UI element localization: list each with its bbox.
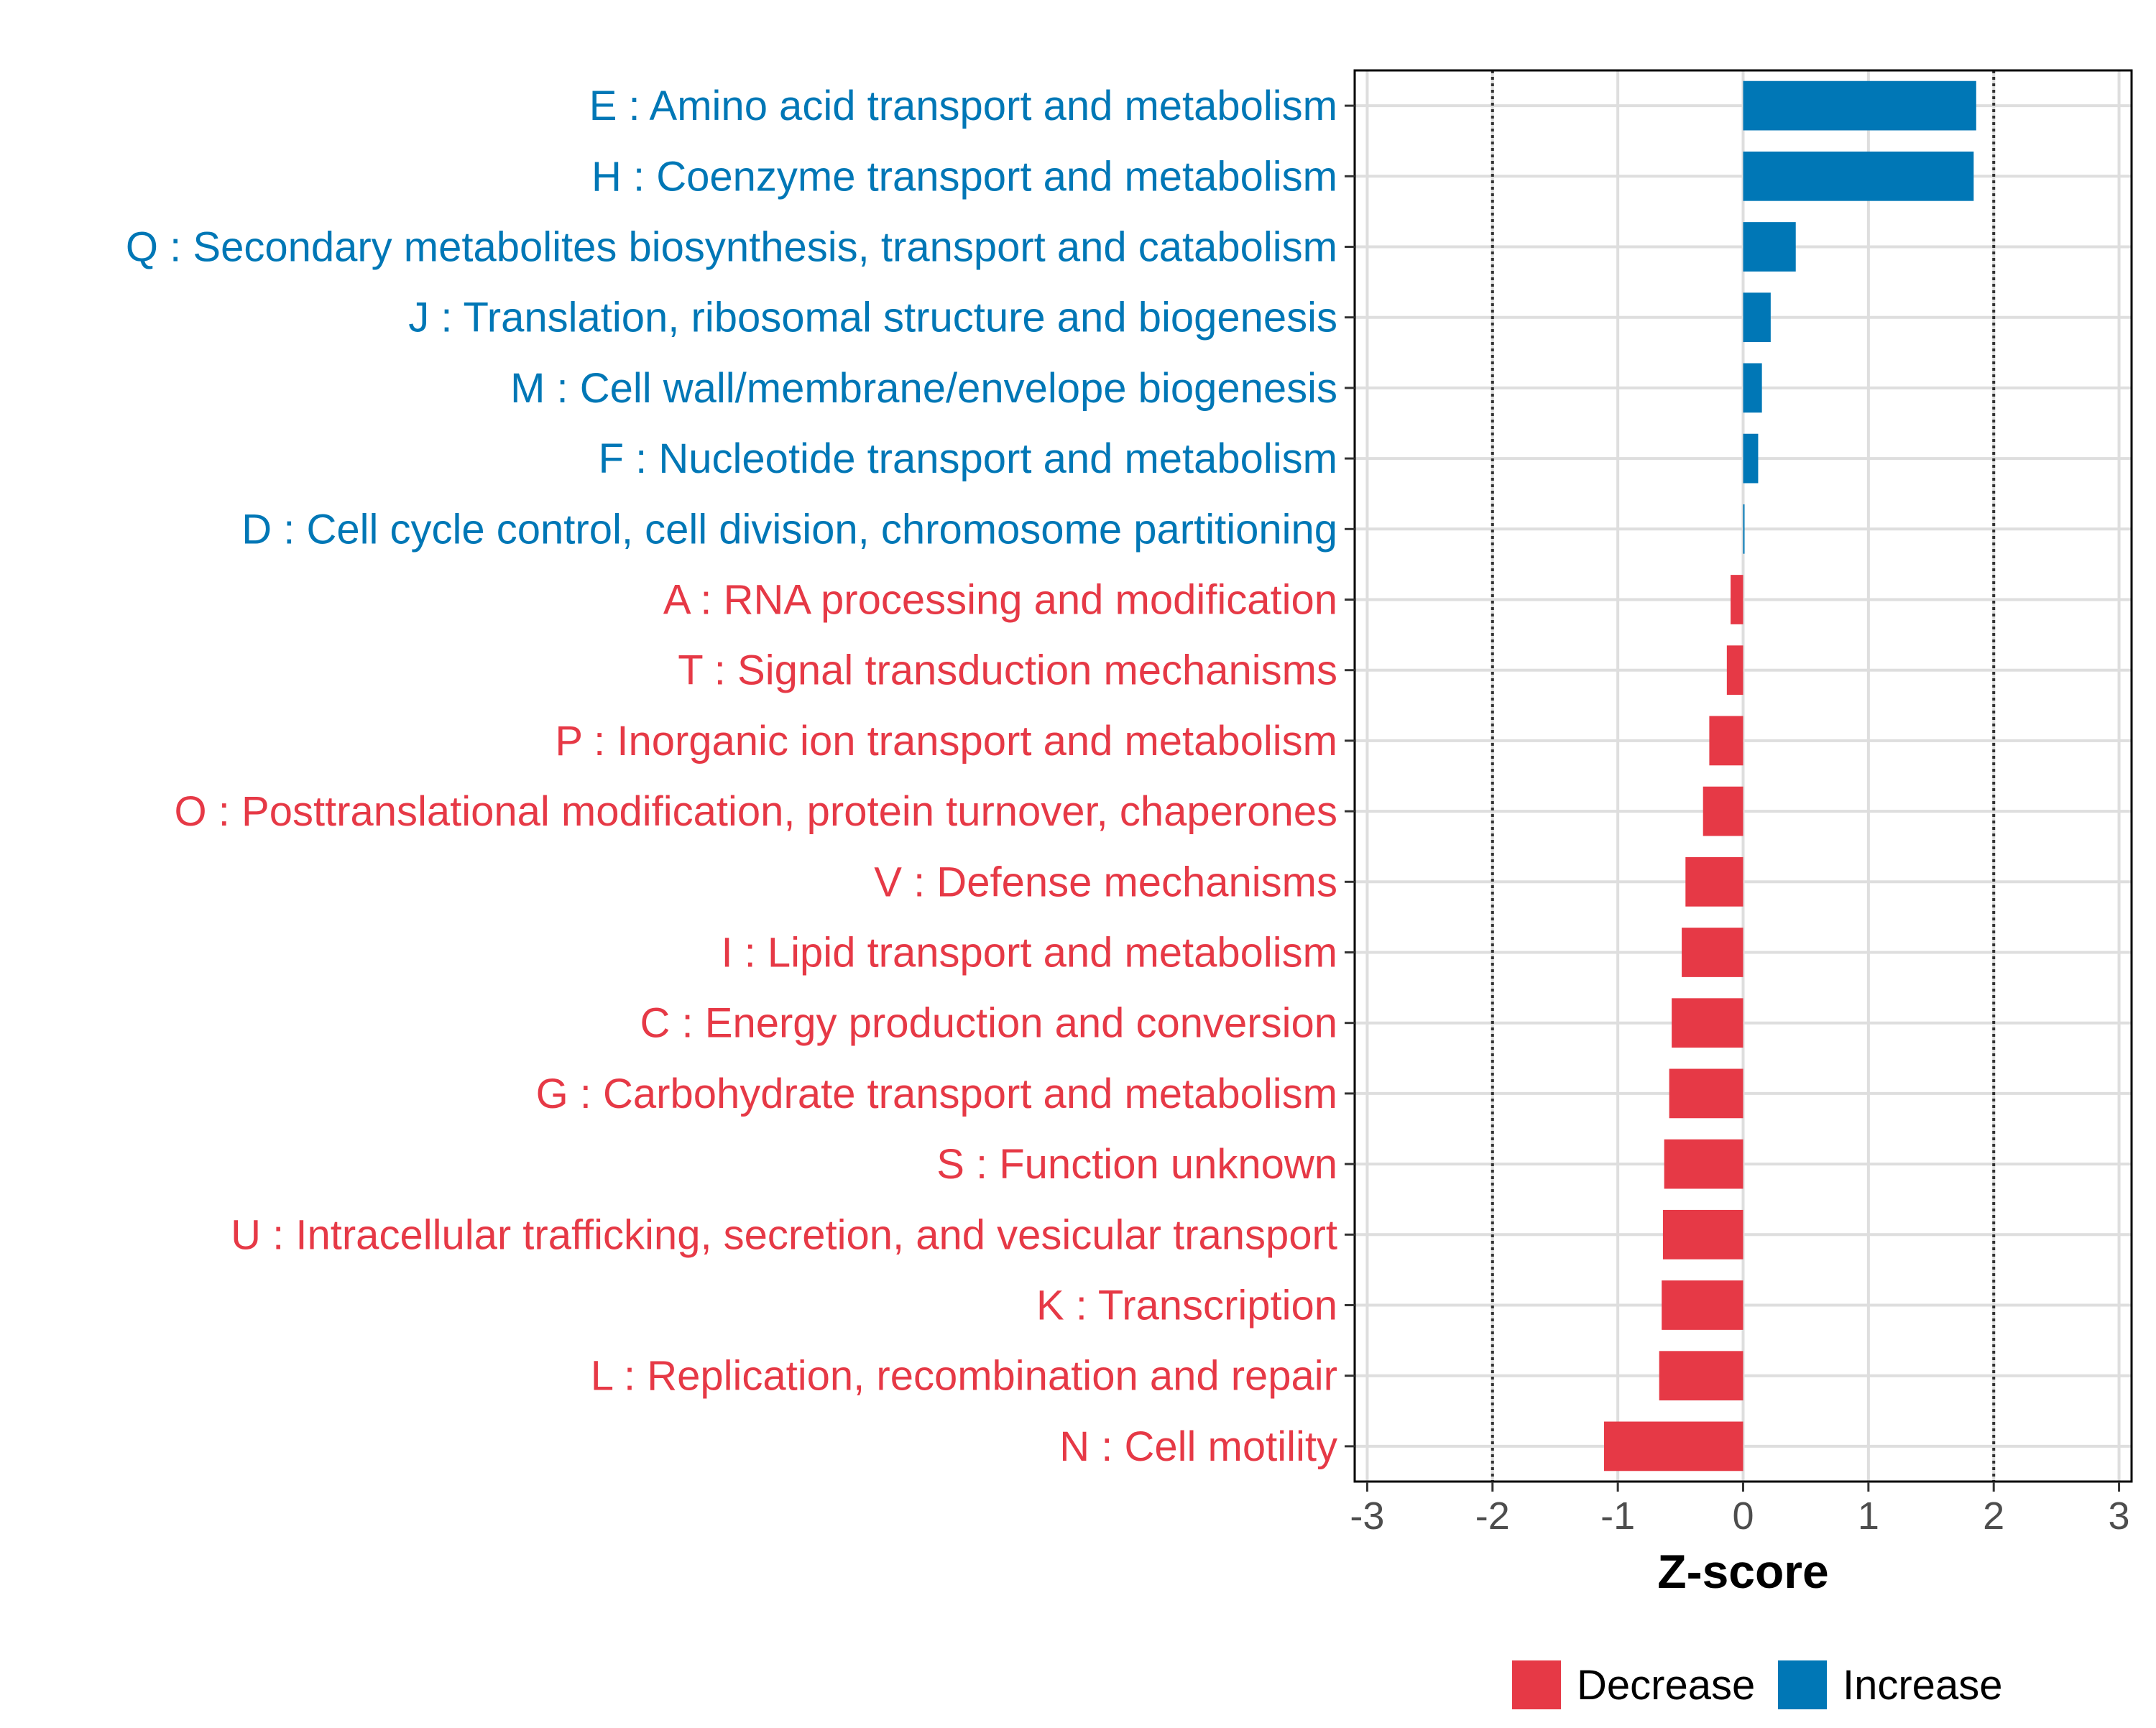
category-label-7: A : RNA processing and modification <box>663 577 1337 624</box>
grid-layer <box>1355 70 2132 1482</box>
x-axis-title: Z-score <box>1657 1545 1828 1598</box>
category-label-18: L : Replication, recombination and repai… <box>591 1353 1337 1400</box>
legend: Decrease Increase <box>1512 1660 2002 1709</box>
bar-2 <box>1743 222 1796 272</box>
bar-4 <box>1743 363 1762 413</box>
category-label-10: O : Posttranslational modification, prot… <box>175 788 1337 835</box>
reference-lines <box>1491 70 1996 1482</box>
x-tick-label-5: 2 <box>1983 1494 2004 1538</box>
category-label-17: K : Transcription <box>1036 1283 1337 1329</box>
bar-16 <box>1662 1209 1743 1260</box>
y-axis-ticks <box>1345 104 1355 1448</box>
bar-6 <box>1743 504 1745 554</box>
x-tick-label-3: 0 <box>1732 1494 1754 1538</box>
x-tick-label-6: 3 <box>2109 1494 2130 1538</box>
category-label-19: N : Cell motility <box>1059 1423 1337 1470</box>
bar-15 <box>1664 1139 1743 1189</box>
category-label-16: U : Intracellular trafficking, secretion… <box>231 1211 1337 1258</box>
bar-14 <box>1669 1068 1743 1119</box>
bar-10 <box>1703 786 1743 836</box>
category-label-9: P : Inorganic ion transport and metaboli… <box>555 718 1337 764</box>
x-tick-label-4: 1 <box>1858 1494 1879 1538</box>
category-label-13: C : Energy production and conversion <box>640 1000 1337 1047</box>
category-label-5: F : Nucleotide transport and metabolism <box>599 435 1337 482</box>
bar-3 <box>1743 292 1771 343</box>
bar-17 <box>1662 1280 1743 1330</box>
legend-label-increase: Increase <box>1843 1662 2002 1709</box>
bar-7 <box>1731 575 1743 624</box>
x-tick-label-2: -1 <box>1600 1494 1635 1538</box>
legend-swatch-decrease <box>1512 1660 1561 1709</box>
category-label-12: I : Lipid transport and metabolism <box>721 930 1337 976</box>
bar-5 <box>1743 433 1759 484</box>
bar-9 <box>1709 716 1743 766</box>
legend-label-decrease: Decrease <box>1577 1662 1755 1709</box>
x-axis-ticks: -3 -2 -1 0 1 2 3 <box>1350 1482 2130 1538</box>
x-tick-label-0: -3 <box>1350 1494 1384 1538</box>
category-label-11: V : Defense mechanisms <box>874 859 1337 905</box>
legend-swatch-increase <box>1778 1660 1827 1709</box>
bar-8 <box>1726 645 1743 696</box>
bar-12 <box>1682 928 1743 977</box>
category-label-0: E : Amino acid transport and metabolism <box>589 83 1337 129</box>
x-tick-label-1: -2 <box>1475 1494 1510 1538</box>
category-label-8: T : Signal transduction mechanisms <box>678 647 1337 694</box>
bar-1 <box>1743 151 1974 201</box>
bar-0 <box>1743 80 1976 131</box>
bar-11 <box>1685 856 1743 907</box>
category-label-14: G : Carbohydrate transport and metabolis… <box>536 1071 1337 1117</box>
bar-19 <box>1603 1421 1743 1471</box>
bar-18 <box>1659 1351 1743 1401</box>
category-labels: E : Amino acid transport and metabolism H… <box>126 83 1337 1470</box>
bars <box>1603 80 1976 1471</box>
bar-13 <box>1672 998 1743 1048</box>
category-label-3: J : Translation, ribosomal structure and… <box>408 295 1337 341</box>
category-label-6: D : Cell cycle control, cell division, c… <box>241 506 1337 553</box>
category-label-1: H : Coenzyme transport and metabolism <box>591 153 1337 200</box>
category-label-2: Q : Secondary metabolites biosynthesis, … <box>126 224 1337 271</box>
category-label-4: M : Cell wall/membrane/envelope biogenes… <box>510 365 1337 412</box>
category-label-15: S : Function unknown <box>936 1141 1337 1188</box>
